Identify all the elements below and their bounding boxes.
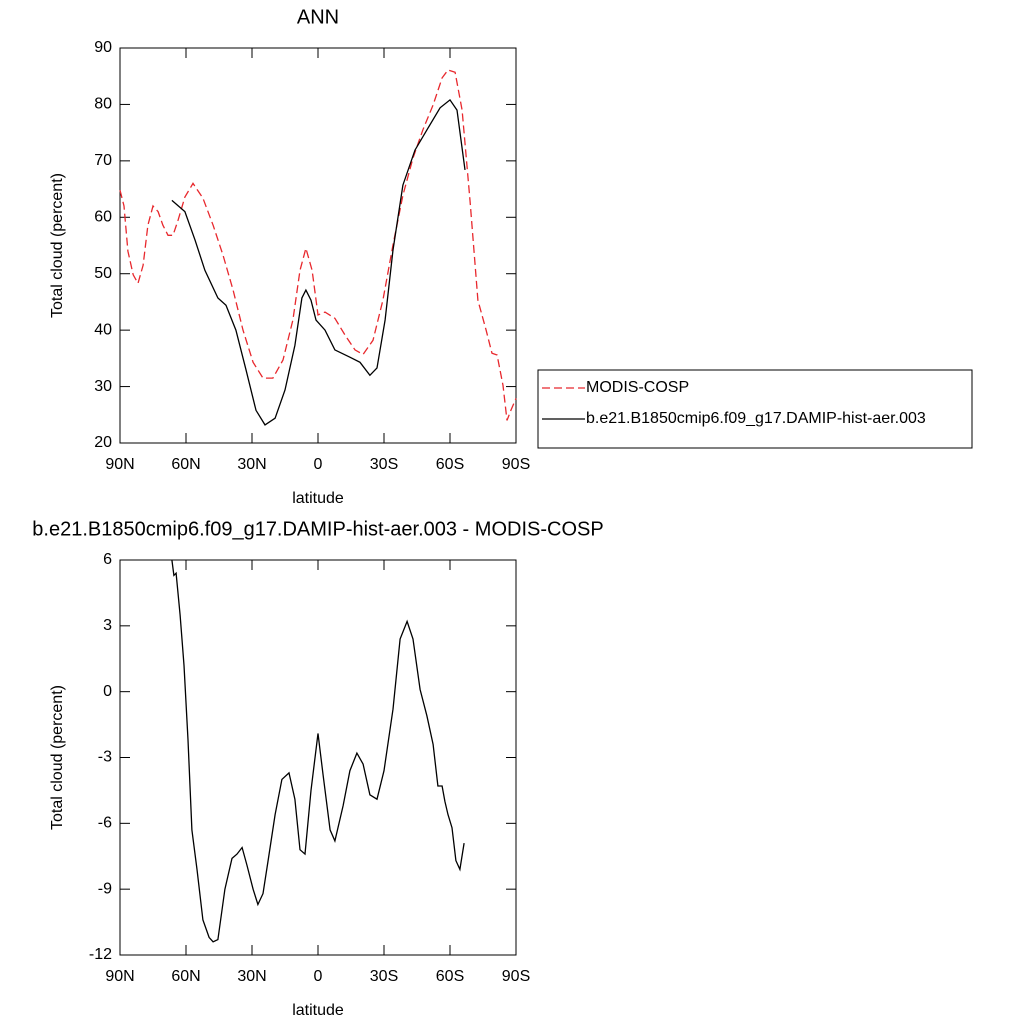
y-tick-label: -12 [89, 946, 112, 963]
x-tick-label: 60S [436, 968, 464, 985]
x-tick-label: 90N [105, 968, 134, 985]
x-tick-label: 90S [502, 968, 530, 985]
x-axis-label: latitude [292, 490, 344, 507]
x-tick-label: 90N [105, 456, 134, 473]
chart-title: ANN [297, 6, 339, 28]
y-tick-label: -9 [98, 880, 112, 897]
series-line [171, 98, 466, 426]
legend-box [537, 369, 973, 449]
plot-frame [119, 47, 517, 444]
y-tick-label: 0 [103, 683, 112, 700]
chart-title: b.e21.B1850cmip6.f09_g17.DAMIP-hist-aer.… [32, 518, 603, 540]
x-axis-label: latitude [292, 1002, 344, 1019]
y-tick-label: 40 [94, 321, 112, 338]
x-tick-label: 0 [314, 456, 323, 473]
x-tick-label: 60S [436, 456, 464, 473]
x-tick-label: 0 [314, 968, 323, 985]
y-axis-label: Total cloud (percent) [49, 685, 66, 830]
plot-frame [119, 559, 517, 956]
legend-label: MODIS-COSP [586, 379, 689, 396]
series-line [119, 69, 517, 421]
x-tick-label: 60N [171, 968, 200, 985]
y-tick-label: 3 [103, 617, 112, 634]
x-tick-label: 60N [171, 456, 200, 473]
x-tick-label: 30S [370, 456, 398, 473]
y-tick-label: 50 [94, 265, 112, 282]
y-tick-label: 60 [94, 209, 112, 226]
y-tick-label: -3 [98, 749, 112, 766]
x-tick-label: 90S [502, 456, 530, 473]
y-tick-label: 90 [94, 39, 112, 56]
y-axis-label: Total cloud (percent) [49, 173, 66, 318]
y-tick-label: 80 [94, 96, 112, 113]
legend-label: b.e21.B1850cmip6.f09_g17.DAMIP-hist-aer.… [586, 410, 926, 427]
x-tick-label: 30N [237, 968, 266, 985]
x-tick-label: 30N [237, 456, 266, 473]
x-tick-label: 30S [370, 968, 398, 985]
y-tick-label: 6 [103, 551, 112, 568]
series-line [171, 559, 465, 943]
y-tick-label: -6 [98, 815, 112, 832]
y-tick-label: 30 [94, 378, 112, 395]
y-tick-label: 20 [94, 434, 112, 451]
y-tick-label: 70 [94, 152, 112, 169]
